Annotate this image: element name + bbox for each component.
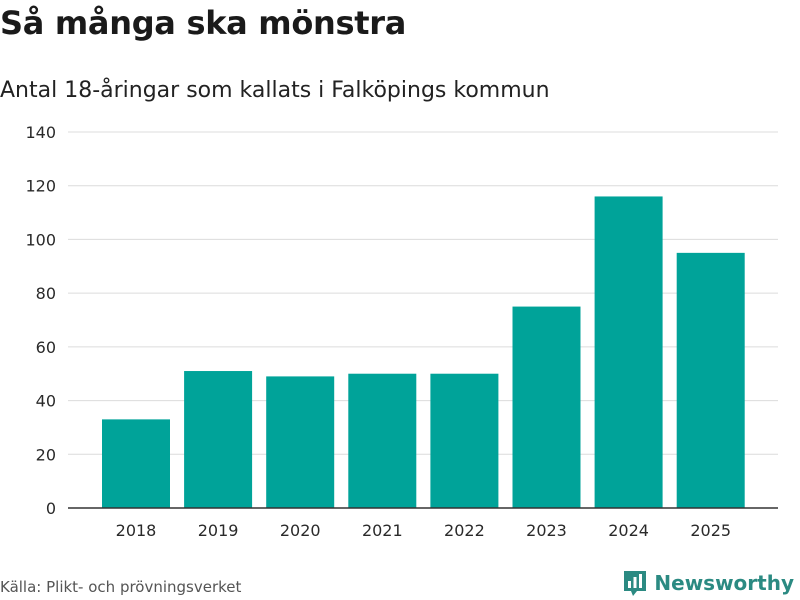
- y-tick-label: 20: [36, 445, 56, 464]
- y-tick-label: 40: [36, 392, 56, 411]
- x-tick-label: 2022: [444, 521, 485, 540]
- brand-name: Newsworthy: [654, 571, 794, 595]
- chart-title: Så många ska mönstra: [0, 4, 407, 42]
- newsworthy-logo-icon: [624, 571, 647, 596]
- brand-logo[interactable]: Newsworthy: [622, 569, 794, 597]
- bar-2021[interactable]: [348, 373, 417, 508]
- x-tick-label: 2024: [608, 521, 649, 540]
- source-note: Källa: Plikt- och prövningsverket: [0, 578, 242, 596]
- bar-2020[interactable]: [266, 376, 335, 508]
- x-tick-label: 2020: [280, 521, 321, 540]
- bars: [102, 196, 745, 508]
- bar-2023[interactable]: [512, 306, 581, 508]
- x-axis-ticks: 2018 2019 2020 2021 2022 2023 2024 2025: [116, 521, 731, 540]
- bar-2025[interactable]: [676, 252, 745, 508]
- x-tick-label: 2019: [198, 521, 239, 540]
- y-axis-ticks: 0 20 40 60 80 100 120 140: [25, 123, 56, 518]
- x-tick-label: 2025: [690, 521, 731, 540]
- x-tick-label: 2018: [116, 521, 157, 540]
- bar-2018[interactable]: [102, 419, 170, 508]
- y-tick-label: 80: [36, 284, 56, 303]
- x-tick-label: 2023: [526, 521, 567, 540]
- y-tick-label: 100: [25, 230, 56, 249]
- y-tick-label: 140: [25, 123, 56, 142]
- gridlines: [68, 131, 778, 455]
- chart-subtitle: Antal 18-åringar som kallats i Falköping…: [0, 78, 550, 103]
- x-tick-label: 2021: [362, 521, 403, 540]
- y-tick-label: 0: [46, 499, 56, 518]
- bar-2024[interactable]: [594, 196, 663, 508]
- y-tick-label: 60: [36, 338, 56, 357]
- bar-2019[interactable]: [184, 371, 253, 508]
- y-tick-label: 120: [25, 177, 56, 196]
- bar-2022[interactable]: [430, 373, 499, 508]
